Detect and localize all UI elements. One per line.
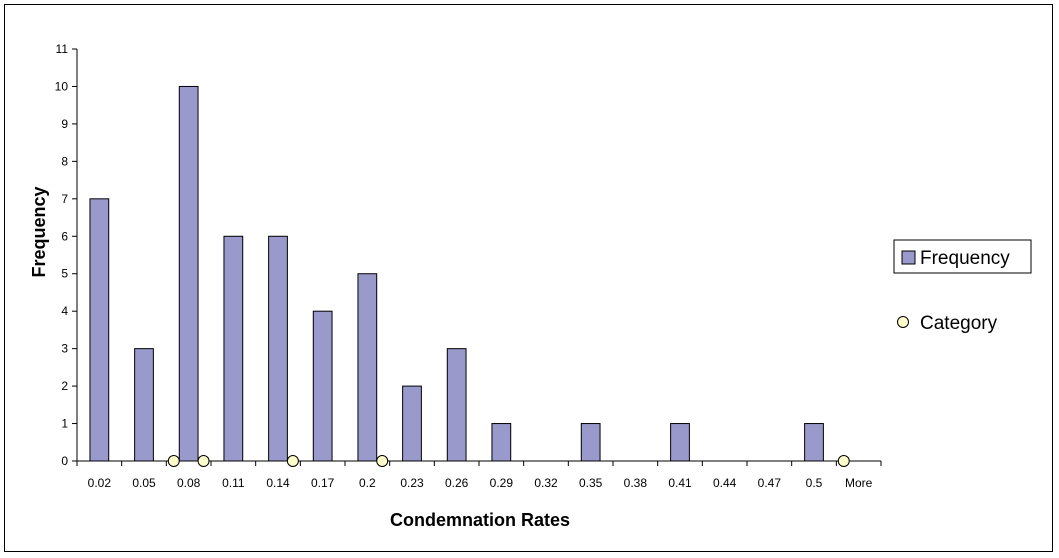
- category-point: [167, 455, 180, 467]
- y-tick-label: 7: [61, 192, 68, 206]
- y-tick-label: 1: [61, 417, 68, 431]
- legend-frequency-swatch: [901, 250, 916, 265]
- x-tick-label: 0.08: [177, 476, 201, 490]
- bar: [357, 273, 378, 462]
- x-tick-label: 0.5: [806, 476, 823, 490]
- bar: [491, 423, 512, 462]
- x-tick-label: 0.2: [359, 476, 376, 490]
- x-tick-label: 0.29: [490, 476, 514, 490]
- x-tick-label: 0.32: [534, 476, 558, 490]
- plot-area: 0 1 2 3 4 5 6 7 8 9 10 11 0.02 0.05 0.08 0.11 0.14 0.17 0.…: [55, 42, 882, 490]
- x-tick-label: 0.26: [445, 476, 469, 490]
- bar: [223, 235, 244, 462]
- category-point: [376, 455, 389, 467]
- x-axis-title: Condemnation Rates: [390, 510, 570, 530]
- bar: [268, 235, 288, 462]
- category-point: [286, 455, 299, 467]
- x-tick-label: 0.47: [758, 476, 782, 490]
- legend-frequency-label: Frequency: [920, 248, 1010, 269]
- bar: [580, 423, 601, 462]
- category-point: [197, 455, 210, 467]
- y-tick-label: 10: [55, 79, 69, 93]
- bar: [312, 310, 333, 462]
- x-tick-label: 0.17: [311, 476, 335, 490]
- x-tick-label: More: [845, 476, 873, 490]
- bar: [178, 85, 199, 462]
- y-tick-label: 4: [61, 304, 68, 318]
- category-point: [837, 455, 850, 467]
- bar: [402, 385, 422, 462]
- bar: [670, 423, 690, 462]
- y-tick-label: 8: [61, 154, 68, 168]
- bar: [446, 348, 467, 462]
- legend-category-label: Category: [920, 313, 998, 334]
- y-tick-label: 2: [61, 379, 68, 393]
- y-tick-label: 3: [61, 342, 68, 356]
- legend-category-marker: [897, 316, 909, 328]
- y-axis-title: Frequency: [29, 186, 49, 277]
- x-tick-label: 0.35: [579, 476, 603, 490]
- y-tick-label: 6: [61, 229, 68, 243]
- x-tick-label: 0.02: [88, 476, 112, 490]
- bar: [89, 198, 110, 462]
- bar: [804, 423, 824, 462]
- x-tick-label: 0.38: [624, 476, 648, 490]
- legend: Frequency Category: [893, 239, 1032, 334]
- x-tick-label: 0.05: [132, 476, 156, 490]
- x-tick-label: 0.44: [713, 476, 737, 490]
- y-tick-label: 9: [61, 117, 68, 131]
- x-tick-label: 0.11: [222, 476, 245, 490]
- bar: [134, 348, 154, 462]
- y-tick-label: 11: [56, 42, 69, 56]
- x-tick-label: 0.23: [400, 476, 424, 490]
- x-tick-label: 0.41: [668, 476, 692, 490]
- legend-box: [893, 239, 1032, 274]
- y-tick-label: 5: [61, 267, 68, 281]
- y-tick-label: 0: [61, 454, 68, 468]
- x-tick-label: 0.14: [266, 476, 290, 490]
